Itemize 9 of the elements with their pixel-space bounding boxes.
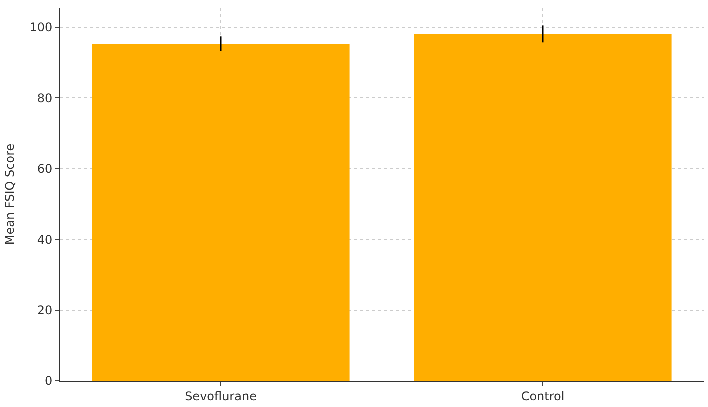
y-tick-label: 100 <box>30 20 53 35</box>
y-tick-label: 60 <box>37 162 53 176</box>
y-axis-title: Mean FSIQ Score <box>2 144 17 246</box>
y-tick-label: 40 <box>37 232 53 247</box>
y-tick-label: 20 <box>37 303 53 318</box>
x-tick-label: Control <box>521 389 565 404</box>
y-tick-label: 80 <box>37 91 53 106</box>
y-tick-label: 0 <box>44 374 53 388</box>
x-tick-label: Sevoflurane <box>185 389 257 404</box>
